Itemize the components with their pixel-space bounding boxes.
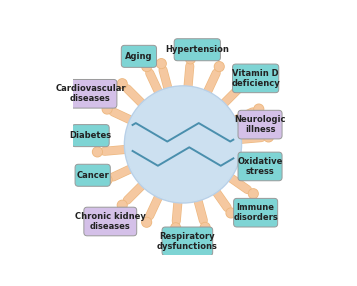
Circle shape <box>186 54 195 64</box>
FancyBboxPatch shape <box>162 227 213 256</box>
Circle shape <box>126 87 240 202</box>
Text: Vitamin D
deficiency: Vitamin D deficiency <box>231 69 280 88</box>
Circle shape <box>171 223 181 233</box>
Circle shape <box>124 86 242 203</box>
Circle shape <box>259 161 268 171</box>
Circle shape <box>215 63 223 71</box>
Text: Cardiovascular
diseases: Cardiovascular diseases <box>55 84 126 104</box>
FancyBboxPatch shape <box>174 39 220 61</box>
FancyBboxPatch shape <box>84 207 137 236</box>
Circle shape <box>239 79 248 89</box>
Circle shape <box>172 224 180 232</box>
Circle shape <box>226 208 236 218</box>
FancyBboxPatch shape <box>121 45 156 67</box>
Circle shape <box>200 223 210 232</box>
Text: Immune
disorders: Immune disorders <box>233 203 278 223</box>
Circle shape <box>117 200 127 210</box>
Circle shape <box>103 105 111 113</box>
Text: Cancer: Cancer <box>76 171 109 180</box>
Circle shape <box>260 162 268 170</box>
Circle shape <box>264 132 273 142</box>
Text: Diabetes: Diabetes <box>69 131 111 140</box>
Text: Aging: Aging <box>125 52 153 61</box>
Text: Hypertension: Hypertension <box>165 45 229 54</box>
FancyBboxPatch shape <box>238 152 282 181</box>
Circle shape <box>249 190 257 198</box>
FancyBboxPatch shape <box>232 64 279 93</box>
Circle shape <box>92 147 102 157</box>
Circle shape <box>94 148 101 156</box>
Text: Oxidative
stress: Oxidative stress <box>237 157 283 176</box>
FancyBboxPatch shape <box>72 125 109 147</box>
FancyBboxPatch shape <box>233 198 278 227</box>
Circle shape <box>118 201 126 209</box>
FancyBboxPatch shape <box>64 80 117 108</box>
Circle shape <box>142 62 151 72</box>
Text: Chronic kidney
diseases: Chronic kidney diseases <box>75 212 146 231</box>
Circle shape <box>143 63 151 71</box>
Circle shape <box>157 60 165 67</box>
Circle shape <box>186 55 195 63</box>
Circle shape <box>103 176 111 184</box>
Circle shape <box>201 223 209 231</box>
Circle shape <box>255 105 263 113</box>
Circle shape <box>215 62 224 72</box>
Circle shape <box>142 217 151 227</box>
Text: Respiratory
dysfunctions: Respiratory dysfunctions <box>157 232 218 251</box>
FancyBboxPatch shape <box>75 164 110 186</box>
Circle shape <box>156 59 166 68</box>
Circle shape <box>227 209 235 217</box>
Circle shape <box>118 80 126 88</box>
FancyBboxPatch shape <box>238 110 282 139</box>
Circle shape <box>102 104 112 114</box>
Circle shape <box>102 175 112 185</box>
Circle shape <box>240 80 248 88</box>
Circle shape <box>265 133 272 141</box>
Circle shape <box>248 189 258 198</box>
Text: Neurologic
illness: Neurologic illness <box>234 115 286 134</box>
Circle shape <box>143 218 151 226</box>
Circle shape <box>254 104 264 114</box>
Circle shape <box>117 79 127 89</box>
